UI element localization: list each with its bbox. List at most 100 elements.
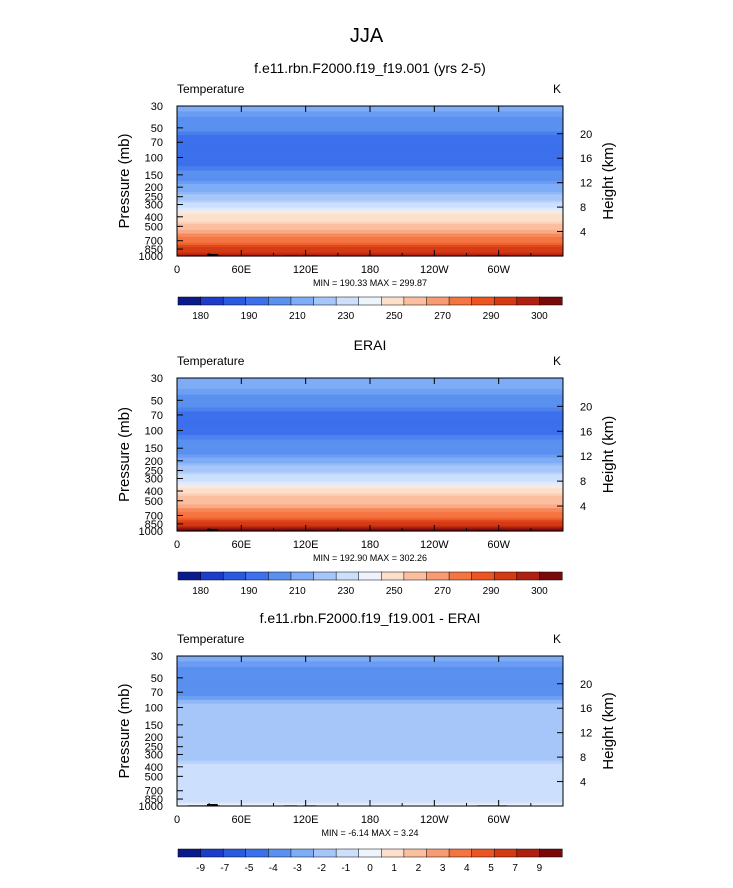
pressure-tick-label: 30 xyxy=(151,101,163,113)
colorbar-swatch xyxy=(177,848,202,858)
contour-band xyxy=(177,794,563,804)
pressure-tick-label: 150 xyxy=(145,170,163,182)
colorbar-label: 2 xyxy=(416,863,422,874)
contour-band xyxy=(177,434,563,444)
contour-band xyxy=(177,242,563,247)
contour-band xyxy=(177,244,563,254)
colorbar-label: 0 xyxy=(367,863,373,874)
contour-band xyxy=(177,189,563,195)
colorbar-swatch xyxy=(222,848,247,858)
colorbar-swatch xyxy=(335,296,360,306)
contour-band xyxy=(177,661,563,673)
contour-band xyxy=(177,229,563,238)
contour-band xyxy=(177,161,563,171)
pressure-tick-label: 200 xyxy=(145,732,163,744)
x-tick-label: 180 xyxy=(361,539,379,551)
variable-label: Temperature xyxy=(177,632,245,646)
x-tick-label: 60W xyxy=(487,814,510,826)
colorbar-swatch xyxy=(200,848,224,858)
min-max-stats: MIN = 190.33 MAX = 299.87 xyxy=(313,278,427,288)
pressure-tick-label: 1000 xyxy=(139,526,163,538)
colorbar-label: 210 xyxy=(289,586,306,597)
colorbar-label: -5 xyxy=(245,863,254,874)
colorbar-swatch xyxy=(403,571,428,581)
colorbar-swatch xyxy=(426,848,450,858)
y-axis-label: Pressure (mb) xyxy=(116,407,133,502)
x-tick-label: 60W xyxy=(487,539,510,551)
contour-band xyxy=(177,484,563,497)
contour-band xyxy=(177,403,563,412)
contour-band xyxy=(177,200,563,212)
contour-band xyxy=(177,451,563,458)
contour-band xyxy=(177,198,563,203)
colorbar-label: 4 xyxy=(464,863,470,874)
contour-band xyxy=(177,177,563,185)
pressure-tick-label: 300 xyxy=(145,199,163,211)
colorbar-swatch xyxy=(381,571,405,581)
x-tick-label: 120E xyxy=(293,539,319,551)
x-tick-label: 120E xyxy=(293,814,319,826)
contour-band xyxy=(177,146,563,154)
colorbar-label: 300 xyxy=(531,311,548,322)
colorbar-swatch xyxy=(403,848,428,858)
contour-band xyxy=(177,463,563,469)
pressure-tick-label: 500 xyxy=(145,221,163,233)
contour-band xyxy=(177,233,563,246)
y-axis-label-right: Height (km) xyxy=(600,142,617,220)
colorbar-label: 190 xyxy=(241,586,258,597)
x-tick-label: 60E xyxy=(232,814,252,826)
units-label: K xyxy=(553,632,561,646)
colorbar-label: 290 xyxy=(483,586,500,597)
panel-title: f.e11.rbn.F2000.f19_f19.001 - ERAI xyxy=(260,610,481,626)
pressure-tick-label: 200 xyxy=(145,456,163,468)
contour-band xyxy=(177,481,563,488)
colorbar-swatch xyxy=(358,571,382,581)
y-axis-label: Pressure (mb) xyxy=(116,683,133,778)
pressure-tick-label: 850 xyxy=(145,519,163,531)
colorbar-label: -2 xyxy=(317,863,326,874)
figure-title: JJA xyxy=(350,25,384,47)
pressure-tick-label: 100 xyxy=(145,153,163,165)
pressure-tick-label: 50 xyxy=(151,395,163,407)
x-tick-label: 60E xyxy=(232,539,252,551)
contour-band xyxy=(177,418,563,427)
contour-band xyxy=(177,519,563,529)
colorbar-swatch xyxy=(268,296,292,306)
contour-band xyxy=(177,181,563,193)
colorbar-label: 190 xyxy=(241,311,258,322)
colorbar-label: 180 xyxy=(192,311,209,322)
height-tick-label: 4 xyxy=(580,501,586,513)
contour-band xyxy=(177,741,563,752)
topography xyxy=(207,254,218,256)
units-label: K xyxy=(553,354,561,368)
colorbar-label: 250 xyxy=(386,586,403,597)
contour-band xyxy=(177,727,563,735)
contour-band xyxy=(177,750,563,762)
contour-band xyxy=(177,504,563,512)
pressure-tick-label: 250 xyxy=(145,192,163,204)
pressure-tick-label: 850 xyxy=(145,244,163,256)
pressure-tick-label: 250 xyxy=(145,742,163,754)
pressure-tick-label: 150 xyxy=(145,720,163,732)
pressure-tick-label: 400 xyxy=(145,212,163,224)
colorbar-swatch xyxy=(335,848,360,858)
contour-band xyxy=(177,696,563,704)
variable-label: Temperature xyxy=(177,82,245,96)
y-axis-label-right: Height (km) xyxy=(600,416,617,494)
height-tick-label: 8 xyxy=(580,476,586,488)
contour-band xyxy=(177,681,563,689)
colorbar-swatch xyxy=(245,571,269,581)
contour-band xyxy=(177,474,563,486)
colorbar-swatch xyxy=(358,848,382,858)
contour-band xyxy=(177,383,563,395)
colorbar-swatch xyxy=(268,571,292,581)
contour-band xyxy=(177,711,563,721)
colorbar-swatch xyxy=(177,571,202,581)
height-tick-label: 16 xyxy=(580,703,592,715)
pressure-tick-label: 50 xyxy=(151,123,163,135)
height-tick-label: 20 xyxy=(580,129,592,141)
colorbar-swatch xyxy=(493,296,518,306)
colorbar-swatch xyxy=(403,296,428,306)
colorbar-label: 270 xyxy=(434,311,451,322)
y-axis-label-right: Height (km) xyxy=(600,692,617,770)
